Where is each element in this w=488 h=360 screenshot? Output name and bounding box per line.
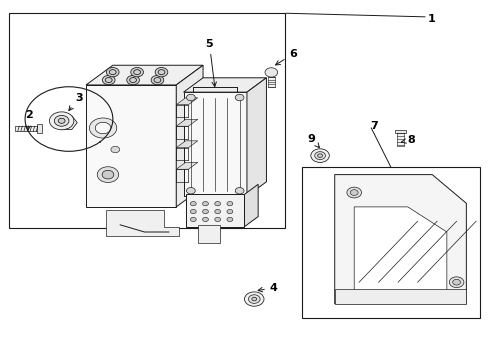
- Polygon shape: [244, 184, 258, 226]
- Text: 4: 4: [258, 283, 277, 293]
- Circle shape: [214, 217, 220, 222]
- Polygon shape: [176, 65, 203, 207]
- Bar: [267, 77, 274, 87]
- Polygon shape: [176, 141, 198, 148]
- Circle shape: [226, 202, 232, 206]
- Circle shape: [214, 202, 220, 206]
- Circle shape: [155, 67, 167, 77]
- Text: 1: 1: [427, 14, 434, 24]
- Circle shape: [314, 152, 325, 159]
- Circle shape: [186, 188, 195, 194]
- Circle shape: [214, 210, 220, 214]
- Circle shape: [226, 217, 232, 222]
- Polygon shape: [86, 65, 203, 85]
- Polygon shape: [353, 207, 446, 293]
- Bar: [394, 130, 405, 134]
- Circle shape: [235, 94, 244, 101]
- Polygon shape: [176, 98, 198, 105]
- Bar: [302, 167, 479, 318]
- Polygon shape: [176, 162, 198, 169]
- Circle shape: [349, 190, 357, 195]
- Text: 9: 9: [307, 134, 319, 148]
- Circle shape: [264, 68, 277, 77]
- Circle shape: [58, 118, 65, 123]
- Circle shape: [102, 170, 114, 179]
- Circle shape: [102, 75, 115, 85]
- Circle shape: [346, 187, 361, 198]
- Circle shape: [190, 217, 196, 222]
- Text: 5: 5: [205, 39, 216, 86]
- Circle shape: [126, 75, 139, 85]
- Circle shape: [310, 149, 329, 162]
- Text: 6: 6: [275, 49, 297, 65]
- Circle shape: [251, 297, 256, 301]
- Bar: [334, 289, 466, 304]
- Circle shape: [235, 188, 244, 194]
- Circle shape: [106, 67, 119, 77]
- Text: 3: 3: [69, 93, 82, 111]
- Polygon shape: [246, 78, 266, 196]
- Circle shape: [190, 210, 196, 214]
- Polygon shape: [183, 78, 266, 92]
- Circle shape: [190, 202, 196, 206]
- Bar: [86, 85, 176, 207]
- Bar: [9, 13, 285, 228]
- Bar: [183, 92, 246, 196]
- Circle shape: [186, 94, 195, 101]
- Bar: [15, 126, 39, 131]
- Circle shape: [248, 295, 260, 303]
- Polygon shape: [105, 211, 178, 235]
- Circle shape: [97, 167, 119, 183]
- Polygon shape: [176, 119, 198, 126]
- Circle shape: [226, 210, 232, 214]
- Circle shape: [54, 116, 69, 126]
- Bar: [396, 132, 403, 146]
- Circle shape: [317, 154, 322, 157]
- Circle shape: [202, 210, 208, 214]
- Bar: [37, 125, 41, 133]
- Circle shape: [202, 202, 208, 206]
- Circle shape: [244, 292, 264, 306]
- Circle shape: [49, 112, 74, 130]
- Circle shape: [202, 217, 208, 222]
- Circle shape: [61, 119, 72, 127]
- Polygon shape: [334, 175, 466, 304]
- Circle shape: [448, 277, 463, 288]
- Wedge shape: [89, 118, 117, 138]
- Bar: [198, 225, 220, 243]
- Circle shape: [111, 146, 120, 153]
- Circle shape: [130, 67, 143, 77]
- Polygon shape: [56, 116, 77, 130]
- Circle shape: [151, 75, 163, 85]
- Circle shape: [452, 279, 460, 285]
- Text: 8: 8: [401, 135, 414, 145]
- Bar: [185, 194, 244, 226]
- Text: 7: 7: [369, 121, 377, 131]
- Text: 2: 2: [25, 111, 33, 130]
